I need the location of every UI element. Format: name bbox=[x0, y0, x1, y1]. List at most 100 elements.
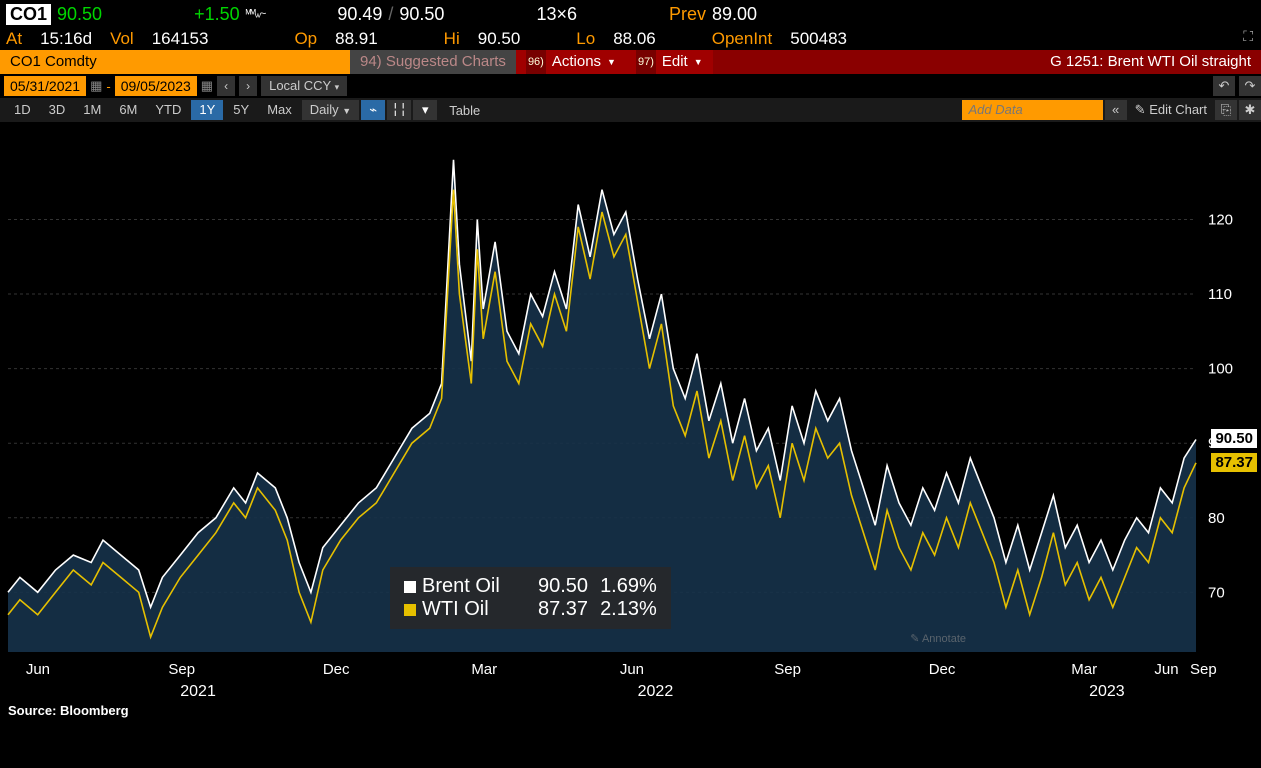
hi-label: Hi bbox=[444, 29, 460, 49]
openint-label: OpenInt bbox=[712, 29, 773, 49]
svg-text:110: 110 bbox=[1208, 286, 1232, 303]
undo-button[interactable]: ↶ bbox=[1213, 76, 1235, 96]
price-change: +1.50 bbox=[194, 4, 240, 25]
range-1y-button[interactable]: 1Y bbox=[191, 100, 223, 120]
op-value: 88.91 bbox=[335, 29, 378, 49]
svg-text:2021: 2021 bbox=[180, 683, 216, 700]
chart-title: G 1251: Brent WTI Oil straight bbox=[713, 50, 1261, 74]
chevron-down-icon: ▼ bbox=[694, 50, 703, 74]
settings-button[interactable]: ✱ bbox=[1239, 100, 1261, 120]
export-button[interactable]: ⎘ bbox=[1215, 100, 1237, 120]
annotate-label: Annotate bbox=[922, 633, 966, 645]
svg-text:Sep: Sep bbox=[168, 661, 195, 678]
svg-text:Sep: Sep bbox=[774, 661, 801, 678]
security-tab[interactable]: CO1 Comdty bbox=[0, 50, 350, 74]
legend-row: WTI Oil 87.37 2.13% bbox=[404, 598, 657, 621]
svg-text:Dec: Dec bbox=[929, 661, 956, 678]
suggested-charts-tab[interactable]: 94) Suggested Charts bbox=[350, 50, 516, 74]
range-1m-button[interactable]: 1M bbox=[75, 100, 109, 120]
svg-text:Mar: Mar bbox=[1071, 661, 1097, 678]
chart-type-line-button[interactable]: ⌁ bbox=[361, 100, 385, 120]
table-button[interactable]: Table bbox=[439, 103, 490, 118]
legend-value: 87.37 bbox=[538, 598, 588, 621]
bid-ask-size: 13×6 bbox=[536, 4, 577, 25]
chart-legend: Brent Oil 90.50 1.69% WTI Oil 87.37 2.13… bbox=[390, 567, 671, 629]
legend-pct: 2.13% bbox=[600, 598, 657, 621]
svg-text:80: 80 bbox=[1208, 510, 1225, 527]
range-row: 1D3D1M6MYTD1Y5YMax Daily ▼ ⌁ ╎╎ ▾ Table … bbox=[0, 98, 1261, 122]
range-5y-button[interactable]: 5Y bbox=[225, 100, 257, 120]
last-price: 90.50 bbox=[57, 4, 102, 25]
legend-swatch bbox=[404, 581, 416, 593]
actions-hotkey: 96) bbox=[526, 50, 546, 74]
annotate-button[interactable]: ✎ Annotate bbox=[910, 632, 966, 645]
legend-swatch bbox=[404, 604, 416, 616]
chevron-down-icon: ▼ bbox=[607, 50, 616, 74]
source-label: Source: Bloomberg bbox=[8, 703, 129, 718]
range-6m-button[interactable]: 6M bbox=[111, 100, 145, 120]
chart-type-candle-button[interactable]: ╎╎ bbox=[387, 100, 411, 120]
op-label: Op bbox=[294, 29, 317, 49]
svg-text:2023: 2023 bbox=[1089, 683, 1125, 700]
legend-row: Brent Oil 90.50 1.69% bbox=[404, 575, 657, 598]
lo-value: 88.06 bbox=[613, 29, 656, 49]
prev-period-button[interactable]: ‹ bbox=[217, 76, 235, 96]
svg-text:Dec: Dec bbox=[323, 661, 350, 678]
prev-price: 89.00 bbox=[712, 4, 757, 25]
legend-name: Brent Oil bbox=[422, 575, 532, 598]
date-from-input[interactable]: 05/31/2021 bbox=[4, 76, 86, 96]
svg-text:70: 70 bbox=[1208, 584, 1225, 601]
range-max-button[interactable]: Max bbox=[259, 100, 300, 120]
expand-icon[interactable]: ⛶ bbox=[1243, 28, 1253, 45]
actions-label: Actions bbox=[552, 50, 601, 74]
chart-area[interactable]: 708090100110120JunSepDecMarJunSepDecMarJ… bbox=[0, 122, 1261, 722]
range-ytd-button[interactable]: YTD bbox=[147, 100, 189, 120]
svg-text:Jun: Jun bbox=[26, 661, 50, 678]
svg-text:100: 100 bbox=[1208, 361, 1233, 378]
ask-price: 90.50 bbox=[399, 4, 444, 25]
openint-value: 500483 bbox=[790, 29, 847, 49]
range-1d-button[interactable]: 1D bbox=[6, 100, 39, 120]
freq-select[interactable]: Daily ▼ bbox=[302, 100, 359, 120]
redo-button[interactable]: ↷ bbox=[1239, 76, 1261, 96]
edit-tab[interactable]: 97) Edit ▼ bbox=[626, 50, 713, 74]
collapse-button[interactable]: « bbox=[1105, 100, 1127, 120]
vol-label: Vol bbox=[110, 29, 134, 49]
edit-chart-label: Edit Chart bbox=[1149, 102, 1207, 117]
svg-text:Mar: Mar bbox=[471, 661, 497, 678]
ticker-symbol[interactable]: CO1 bbox=[6, 4, 51, 25]
calendar-icon[interactable]: ▦ bbox=[90, 78, 102, 94]
suggested-hotkey: 94) bbox=[360, 53, 382, 70]
legend-value: 90.50 bbox=[538, 575, 588, 598]
ccy-select[interactable]: Local CCY ▾ bbox=[261, 76, 347, 96]
legend-pct: 1.69% bbox=[600, 575, 657, 598]
ticker-row: CO1 90.50 +1.50 ᴹᴹᵥᵥ~ 90.49 / 90.50 13×6… bbox=[0, 0, 1261, 28]
svg-text:Sep: Sep bbox=[1190, 661, 1217, 678]
calendar-icon[interactable]: ▦ bbox=[201, 78, 213, 94]
range-3d-button[interactable]: 3D bbox=[41, 100, 74, 120]
ohlc-row: At 15:16d Vol 164153 Op 88.91 Hi 90.50 L… bbox=[0, 28, 1261, 50]
svg-text:Jun: Jun bbox=[620, 661, 644, 678]
last-price-tag: 90.50 bbox=[1211, 429, 1257, 448]
at-label: At bbox=[6, 29, 22, 49]
freq-label: Daily bbox=[310, 102, 339, 117]
next-period-button[interactable]: › bbox=[239, 76, 257, 96]
date-to-input[interactable]: 09/05/2023 bbox=[115, 76, 197, 96]
svg-text:Jun: Jun bbox=[1154, 661, 1178, 678]
price-chart: 708090100110120JunSepDecMarJunSepDecMarJ… bbox=[0, 122, 1261, 722]
bid-price: 90.49 bbox=[337, 4, 382, 25]
lo-label: Lo bbox=[576, 29, 595, 49]
edit-label: Edit bbox=[662, 50, 688, 74]
prev-label: Prev bbox=[669, 4, 706, 25]
hi-value: 90.50 bbox=[478, 29, 521, 49]
svg-text:2022: 2022 bbox=[638, 683, 674, 700]
add-data-input[interactable]: Add Data bbox=[962, 100, 1102, 120]
legend-name: WTI Oil bbox=[422, 598, 532, 621]
actions-tab[interactable]: 96) Actions ▼ bbox=[516, 50, 626, 74]
chart-type-more-button[interactable]: ▾ bbox=[413, 100, 437, 120]
at-value: 15:16d bbox=[40, 29, 92, 49]
last-price-tag: 87.37 bbox=[1211, 453, 1257, 472]
edit-chart-button[interactable]: ✎ Edit Chart bbox=[1129, 102, 1213, 118]
edit-hotkey: 97) bbox=[636, 50, 656, 74]
tab-bar: CO1 Comdty 94) Suggested Charts 96) Acti… bbox=[0, 50, 1261, 74]
